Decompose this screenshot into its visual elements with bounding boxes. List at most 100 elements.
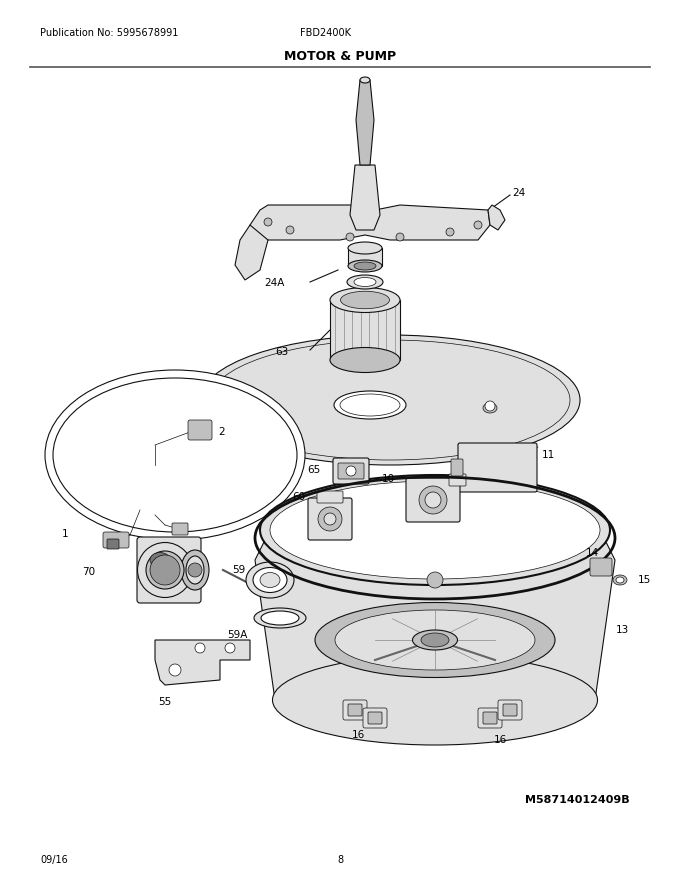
Ellipse shape bbox=[210, 340, 570, 460]
Text: 70: 70 bbox=[82, 567, 95, 577]
Ellipse shape bbox=[335, 610, 535, 670]
Polygon shape bbox=[155, 640, 250, 685]
Text: 09/16: 09/16 bbox=[40, 855, 68, 865]
FancyBboxPatch shape bbox=[343, 700, 367, 720]
FancyBboxPatch shape bbox=[368, 712, 382, 724]
Circle shape bbox=[419, 486, 447, 514]
Text: MOTOR & PUMP: MOTOR & PUMP bbox=[284, 50, 396, 63]
Ellipse shape bbox=[330, 348, 400, 372]
FancyBboxPatch shape bbox=[483, 712, 497, 724]
Ellipse shape bbox=[270, 481, 600, 579]
Ellipse shape bbox=[348, 260, 382, 272]
Ellipse shape bbox=[360, 77, 370, 83]
FancyBboxPatch shape bbox=[451, 459, 463, 476]
FancyBboxPatch shape bbox=[137, 537, 201, 603]
Text: 15: 15 bbox=[638, 575, 651, 585]
Ellipse shape bbox=[53, 378, 297, 532]
Ellipse shape bbox=[261, 611, 299, 625]
Text: 2: 2 bbox=[218, 427, 224, 437]
Ellipse shape bbox=[613, 575, 627, 585]
Ellipse shape bbox=[254, 608, 306, 628]
Ellipse shape bbox=[137, 542, 192, 598]
Text: Publication No: 5995678991: Publication No: 5995678991 bbox=[40, 28, 178, 38]
Ellipse shape bbox=[150, 553, 170, 568]
FancyBboxPatch shape bbox=[590, 558, 612, 576]
Polygon shape bbox=[356, 80, 374, 165]
Text: 1: 1 bbox=[62, 529, 69, 539]
Text: 60: 60 bbox=[292, 492, 305, 502]
Ellipse shape bbox=[273, 655, 598, 745]
Ellipse shape bbox=[413, 630, 458, 650]
FancyBboxPatch shape bbox=[188, 420, 212, 440]
FancyBboxPatch shape bbox=[107, 539, 119, 549]
Ellipse shape bbox=[181, 550, 209, 590]
Ellipse shape bbox=[340, 394, 400, 416]
Text: 10: 10 bbox=[382, 474, 395, 484]
FancyBboxPatch shape bbox=[503, 704, 517, 716]
Circle shape bbox=[474, 221, 482, 229]
Text: 59: 59 bbox=[232, 565, 245, 575]
Ellipse shape bbox=[146, 551, 184, 589]
Circle shape bbox=[446, 228, 454, 236]
FancyBboxPatch shape bbox=[449, 474, 466, 486]
Text: FBD2400K: FBD2400K bbox=[300, 28, 351, 38]
FancyBboxPatch shape bbox=[363, 708, 387, 728]
FancyBboxPatch shape bbox=[338, 463, 364, 479]
FancyBboxPatch shape bbox=[308, 498, 352, 540]
Circle shape bbox=[485, 401, 495, 411]
Text: 16: 16 bbox=[494, 735, 507, 745]
Circle shape bbox=[264, 218, 272, 226]
Text: 16: 16 bbox=[352, 730, 364, 740]
Text: 24A: 24A bbox=[265, 278, 285, 288]
Ellipse shape bbox=[260, 475, 610, 585]
FancyBboxPatch shape bbox=[478, 708, 502, 728]
Polygon shape bbox=[488, 205, 505, 230]
Text: 14: 14 bbox=[585, 548, 598, 558]
Circle shape bbox=[225, 643, 235, 653]
FancyBboxPatch shape bbox=[498, 700, 522, 720]
FancyBboxPatch shape bbox=[172, 523, 188, 535]
Ellipse shape bbox=[315, 603, 555, 678]
Text: 65: 65 bbox=[307, 465, 320, 475]
FancyBboxPatch shape bbox=[458, 443, 537, 492]
Ellipse shape bbox=[253, 568, 287, 592]
Text: 24: 24 bbox=[512, 188, 525, 198]
Text: M58714012409B: M58714012409B bbox=[526, 795, 630, 805]
Ellipse shape bbox=[246, 562, 294, 598]
Circle shape bbox=[346, 466, 356, 476]
Polygon shape bbox=[250, 205, 490, 240]
FancyBboxPatch shape bbox=[103, 532, 129, 548]
Text: 13: 13 bbox=[616, 625, 629, 635]
FancyBboxPatch shape bbox=[406, 478, 460, 522]
Ellipse shape bbox=[200, 335, 580, 465]
Ellipse shape bbox=[354, 262, 376, 270]
Text: 55: 55 bbox=[158, 697, 171, 707]
Circle shape bbox=[425, 492, 441, 508]
Ellipse shape bbox=[330, 288, 400, 312]
FancyBboxPatch shape bbox=[348, 704, 362, 716]
Text: 63: 63 bbox=[275, 347, 288, 357]
Circle shape bbox=[318, 507, 342, 531]
Ellipse shape bbox=[483, 403, 497, 413]
FancyBboxPatch shape bbox=[330, 300, 400, 360]
Circle shape bbox=[150, 555, 180, 585]
Polygon shape bbox=[255, 540, 615, 700]
Ellipse shape bbox=[260, 573, 280, 588]
Text: 8: 8 bbox=[337, 855, 343, 865]
FancyBboxPatch shape bbox=[333, 458, 369, 484]
Circle shape bbox=[286, 226, 294, 234]
Text: 11: 11 bbox=[542, 450, 556, 460]
Polygon shape bbox=[350, 165, 380, 230]
Circle shape bbox=[346, 233, 354, 241]
Ellipse shape bbox=[186, 556, 204, 584]
Circle shape bbox=[188, 563, 202, 577]
Ellipse shape bbox=[334, 391, 406, 419]
Ellipse shape bbox=[421, 633, 449, 647]
Circle shape bbox=[396, 233, 404, 241]
Ellipse shape bbox=[45, 370, 305, 540]
Ellipse shape bbox=[348, 242, 382, 254]
Ellipse shape bbox=[341, 291, 390, 309]
Circle shape bbox=[427, 572, 443, 588]
Text: 59A: 59A bbox=[228, 630, 248, 640]
Ellipse shape bbox=[354, 277, 376, 287]
